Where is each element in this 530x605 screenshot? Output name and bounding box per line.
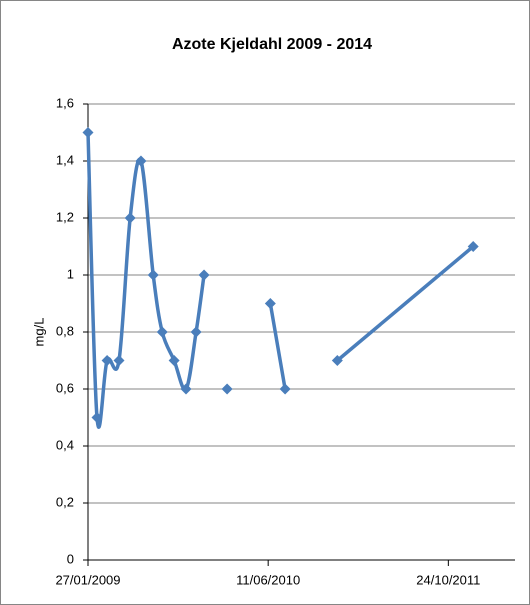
x-tick-label: 11/06/2010 (236, 572, 300, 587)
x-tick-label: 24/10/2011 (416, 572, 480, 587)
y-tick-label: 0,8 (56, 323, 74, 338)
data-marker (190, 326, 202, 338)
data-marker (180, 383, 192, 395)
data-marker (82, 127, 94, 138)
data-marker (221, 383, 233, 395)
y-tick-label: 0,4 (56, 437, 74, 452)
data-marker (168, 355, 180, 366)
data-marker (101, 355, 113, 366)
data-marker (113, 355, 125, 366)
data-marker (124, 212, 136, 224)
y-tick-label: 0,2 (56, 494, 74, 509)
data-marker (91, 412, 103, 423)
y-axis-label: mg/L (31, 318, 46, 347)
data-marker (279, 383, 291, 395)
y-tick-label: 1,2 (56, 209, 74, 224)
y-tick-label: 1 (67, 266, 74, 281)
data-marker (147, 269, 159, 281)
y-tick-label: 0 (67, 551, 74, 566)
y-tick-label: 1,6 (56, 95, 74, 110)
data-marker (467, 241, 479, 252)
data-marker (198, 269, 210, 281)
data-marker (156, 326, 168, 338)
y-tick-label: 0,6 (56, 380, 74, 395)
data-marker (331, 355, 343, 366)
data-marker (135, 155, 147, 167)
x-tick-label: 27/01/2009 (55, 572, 120, 587)
chart-title: Azote Kjeldahl 2009 - 2014 (172, 36, 372, 53)
y-tick-label: 1,4 (56, 152, 74, 167)
data-marker (264, 298, 276, 309)
